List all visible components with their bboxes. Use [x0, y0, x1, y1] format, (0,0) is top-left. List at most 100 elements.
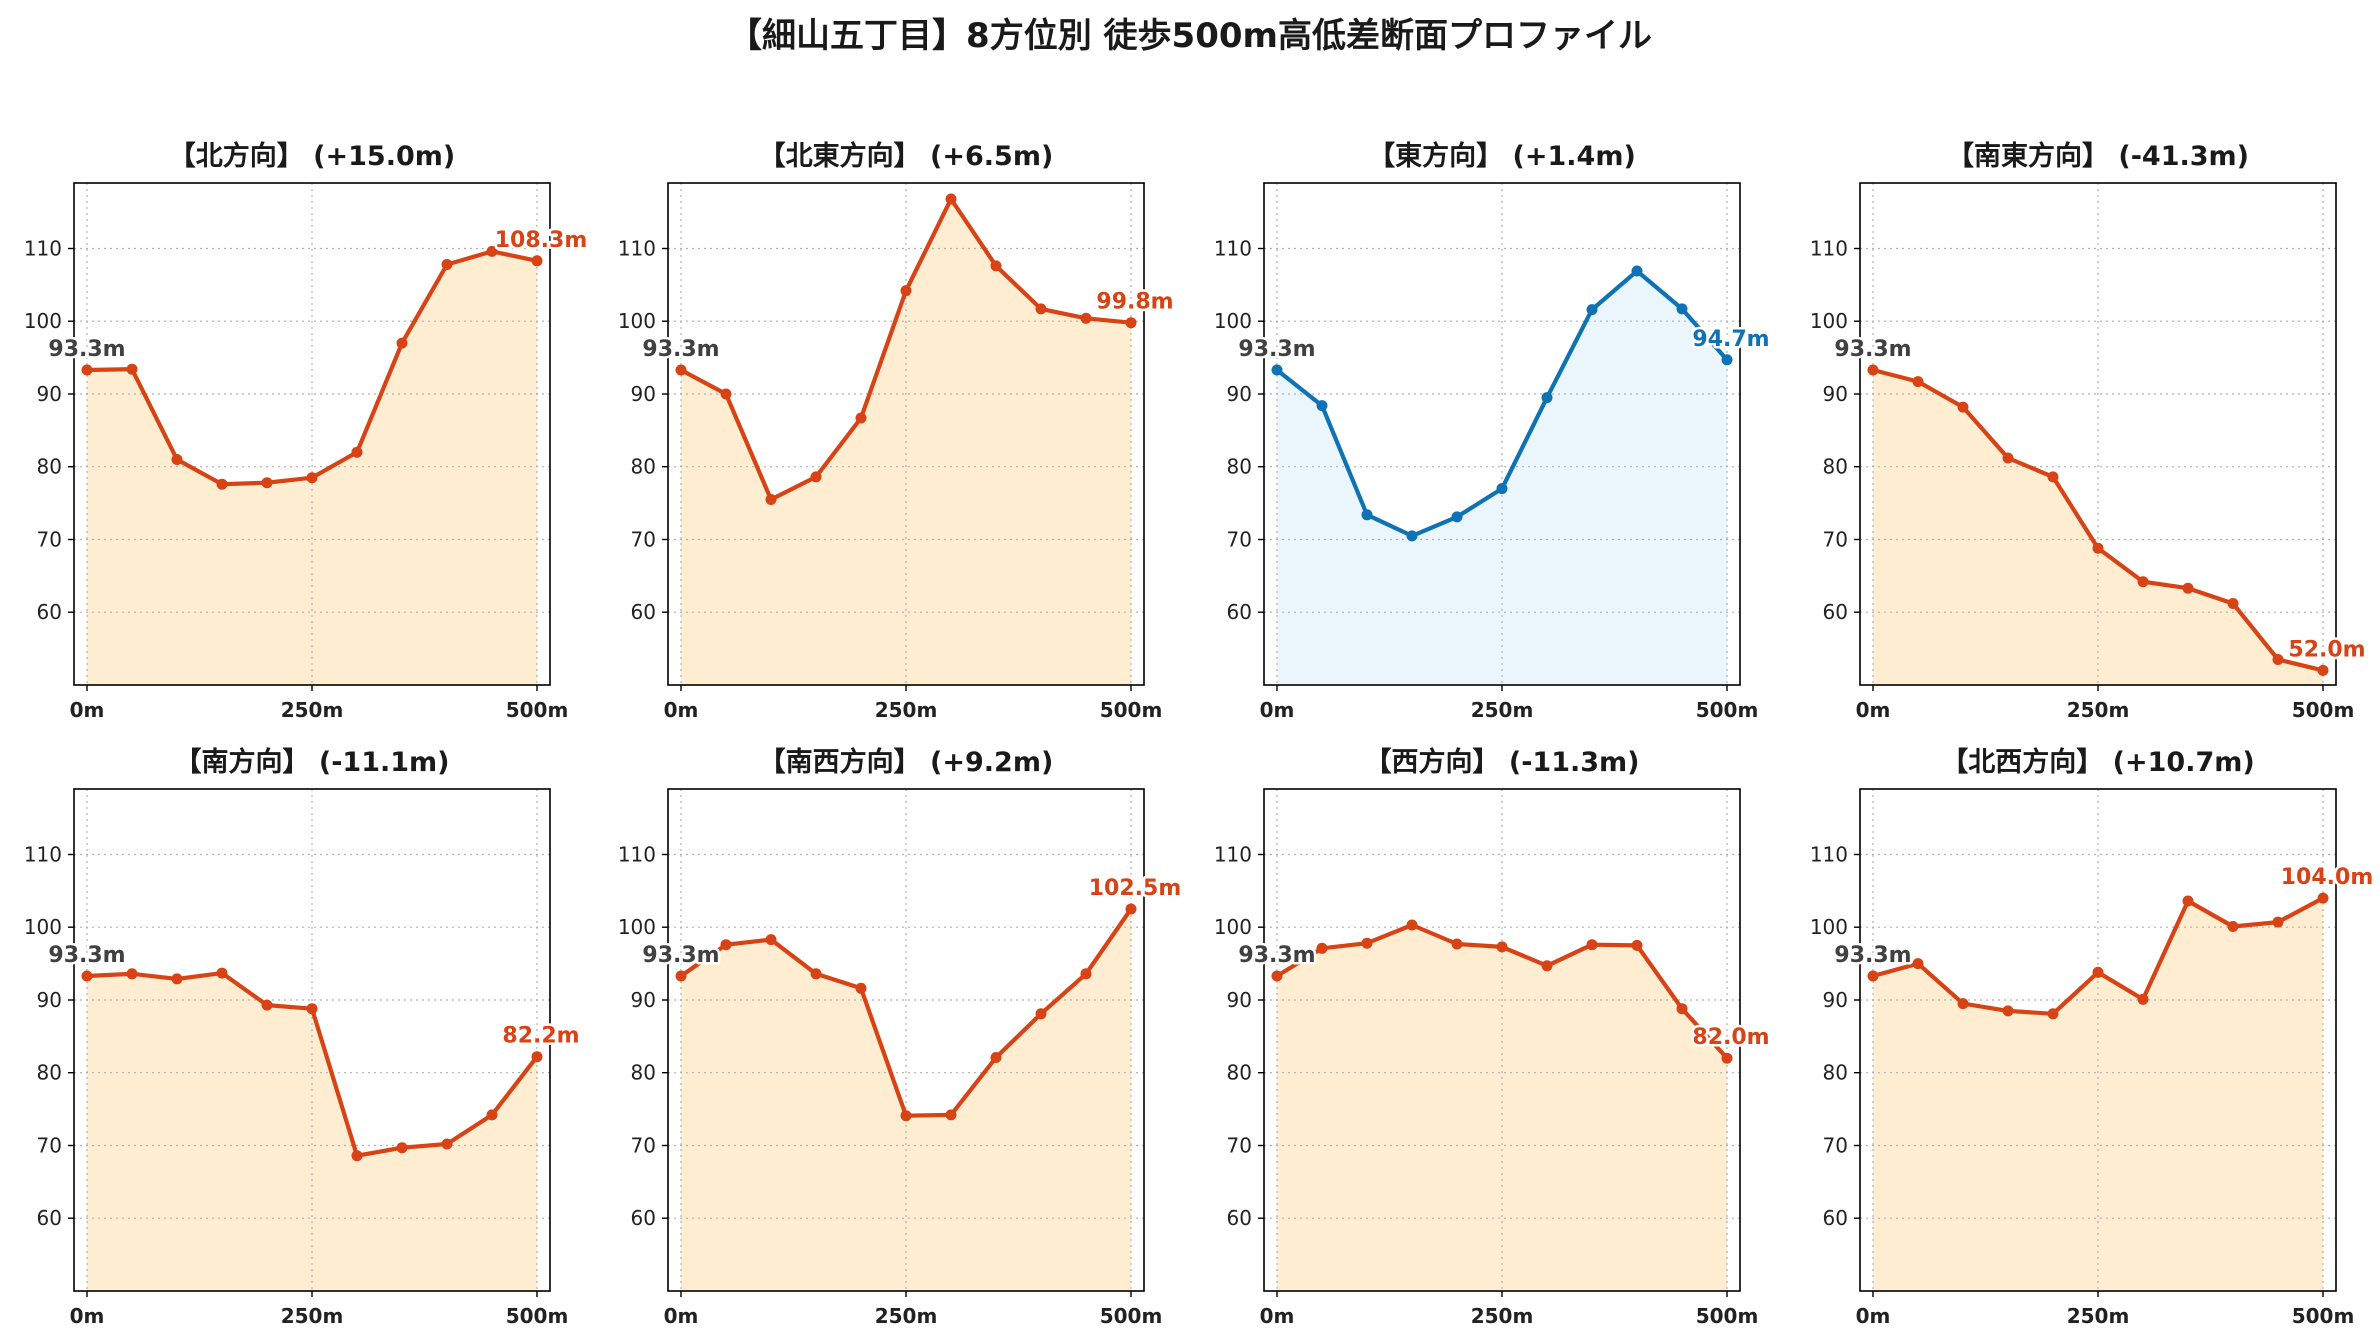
- data-point: [675, 970, 687, 982]
- data-point: [855, 982, 867, 994]
- data-point: [1361, 937, 1373, 949]
- end-value-label: 52.0m: [2288, 637, 2365, 662]
- data-point: [486, 245, 498, 257]
- data-point: [2227, 921, 2239, 932]
- start-value-label: 93.3m: [1834, 943, 1911, 968]
- subplot-title: 【西方向】 (-11.3m): [1364, 746, 1639, 778]
- data-point: [126, 968, 138, 980]
- data-point: [2002, 1005, 2014, 1017]
- ytick-label: 90: [631, 988, 656, 1012]
- data-point: [2092, 542, 2104, 554]
- ytick-label: 110: [1810, 237, 1848, 261]
- data-point: [216, 478, 228, 490]
- panel-8: 60 70 80 90 100 110 0m 250m 500m 【北西方向】 (+10.7m) 9…: [1810, 746, 2376, 1328]
- panel-1: 60 70 80 90 100 110 0m 250m 500m 【北方向】 (+15.0m) 93…: [24, 140, 590, 722]
- data-point: [1496, 483, 1508, 495]
- data-point: [441, 1138, 453, 1150]
- ytick-label: 80: [1227, 455, 1252, 479]
- ytick-label: 60: [1227, 600, 1252, 624]
- end-value-label: 94.7m: [1692, 327, 1769, 352]
- data-point: [1451, 511, 1463, 523]
- data-point: [765, 494, 777, 505]
- ytick-label: 100: [1810, 309, 1848, 333]
- ytick-label: 60: [1823, 1206, 1848, 1230]
- data-point: [900, 285, 912, 297]
- ytick-label: 80: [1227, 1061, 1252, 1085]
- subplot-title: 【南西方向】 (+9.2m): [759, 746, 1054, 778]
- data-point: [306, 472, 318, 484]
- data-point: [486, 1109, 498, 1121]
- data-point: [2182, 582, 2194, 594]
- xtick-label: 0m: [1260, 698, 1295, 722]
- ytick-label: 60: [631, 600, 656, 624]
- ytick-label: 100: [1214, 309, 1252, 333]
- ytick-label: 80: [1823, 455, 1848, 479]
- data-point: [675, 364, 687, 376]
- xtick-label: 500m: [2292, 1304, 2355, 1328]
- ytick-label: 80: [631, 455, 656, 479]
- ytick-label: 80: [37, 1061, 62, 1085]
- data-point: [1316, 400, 1328, 412]
- data-point: [1912, 376, 1924, 388]
- data-point: [531, 255, 543, 267]
- xtick-label: 0m: [1856, 698, 1891, 722]
- xtick-label: 250m: [2067, 698, 2130, 722]
- data-point: [1080, 312, 1092, 324]
- xtick-label: 0m: [1856, 1304, 1891, 1328]
- data-point: [261, 477, 273, 489]
- data-point: [2317, 892, 2329, 904]
- ytick-label: 60: [631, 1206, 656, 1230]
- ytick-label: 70: [1227, 528, 1252, 552]
- xtick-label: 250m: [2067, 1304, 2130, 1328]
- end-value-label: 104.0m: [2281, 865, 2374, 890]
- data-point: [1721, 1052, 1733, 1064]
- data-point: [1271, 364, 1283, 376]
- data-point: [720, 939, 732, 951]
- panel-3: 60 70 80 90 100 110 0m 250m 500m 【東方向】 (+1.4m) 93.…: [1214, 140, 1772, 722]
- data-point: [2092, 966, 2104, 978]
- data-point: [1496, 941, 1508, 953]
- ytick-label: 110: [1214, 237, 1252, 261]
- ytick-label: 70: [631, 1134, 656, 1158]
- ytick-label: 60: [1227, 1206, 1252, 1230]
- xtick-label: 0m: [70, 698, 105, 722]
- end-value-label: 102.5m: [1089, 876, 1182, 901]
- area-fill: [1873, 898, 2323, 1291]
- ytick-label: 80: [631, 1061, 656, 1085]
- ytick-label: 70: [37, 528, 62, 552]
- data-point: [1721, 354, 1733, 366]
- ytick-label: 90: [37, 988, 62, 1012]
- subplot-title: 【北東方向】 (+6.5m): [759, 140, 1054, 172]
- ytick-label: 110: [1214, 843, 1252, 867]
- data-point: [81, 364, 93, 376]
- xtick-label: 250m: [875, 698, 938, 722]
- data-point: [531, 1051, 543, 1063]
- data-point: [351, 1150, 363, 1162]
- data-point: [1586, 304, 1598, 316]
- data-point: [990, 1052, 1002, 1063]
- data-point: [1676, 1003, 1688, 1015]
- subplot-title: 【南方向】 (-11.1m): [174, 746, 449, 778]
- ytick-label: 90: [1227, 988, 1252, 1012]
- data-point: [1406, 919, 1418, 931]
- ytick-label: 100: [1810, 915, 1848, 939]
- data-point: [2047, 471, 2059, 483]
- data-point: [171, 454, 183, 465]
- end-value-label: 82.2m: [502, 1024, 579, 1049]
- data-point: [1541, 960, 1553, 972]
- start-value-label: 93.3m: [642, 337, 719, 362]
- ytick-label: 110: [618, 843, 656, 867]
- data-point: [171, 973, 183, 985]
- data-point: [1125, 317, 1137, 329]
- data-point: [945, 1109, 957, 1121]
- area-fill: [681, 909, 1131, 1291]
- data-point: [1361, 509, 1373, 521]
- data-point: [945, 193, 957, 205]
- area-fill: [1277, 271, 1727, 685]
- ytick-label: 80: [1823, 1061, 1848, 1085]
- data-point: [2317, 664, 2329, 676]
- data-point: [1631, 265, 1643, 277]
- start-value-label: 93.3m: [48, 337, 125, 362]
- ytick-label: 100: [1214, 915, 1252, 939]
- ytick-label: 60: [1823, 600, 1848, 624]
